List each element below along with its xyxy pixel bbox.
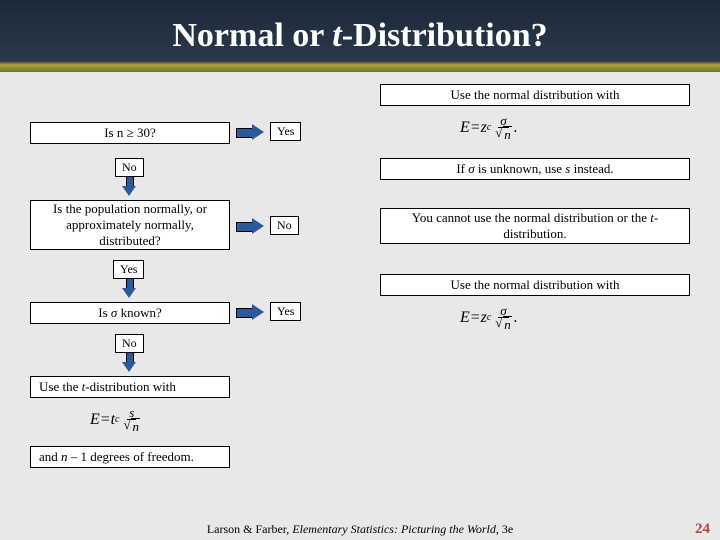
result-cannot-use: You cannot use the normal distribution o… [380, 208, 690, 244]
result-use-normal-2: Use the normal distribution with [380, 274, 690, 296]
formula-normal-2: E = zc σn . [460, 304, 518, 331]
question-sigma-known: Is σ known? [30, 302, 230, 324]
question-population-normal: Is the population normally, or approxima… [30, 200, 230, 250]
result-use-normal-1: Use the normal distribution with [380, 84, 690, 106]
note-sigma-unknown: If σ is unknown, use s instead. [380, 158, 690, 180]
label-yes-2: Yes [113, 260, 144, 279]
page-number: 24 [695, 521, 710, 538]
arrow-right-icon [236, 218, 266, 234]
label-yes-1: Yes [270, 122, 301, 141]
note-degrees-freedom: and n – 1 degrees of freedom. [30, 446, 230, 468]
arrow-down-icon [122, 176, 136, 196]
arrow-right-icon [236, 124, 266, 140]
label-no-3: No [115, 334, 144, 353]
arrow-right-icon [236, 304, 266, 320]
slide-header: Normal or t-Distribution? [0, 0, 720, 72]
arrow-down-icon [122, 352, 136, 372]
label-no-1: No [115, 158, 144, 177]
question-n-ge-30: Is n ≥ 30? [30, 122, 230, 144]
formula-t: E = tc sn [90, 406, 142, 433]
formula-normal-1: E = zc σn . [460, 114, 518, 141]
slide-footer: Larson & Farber, Elementary Statistics: … [0, 518, 720, 540]
label-no-2: No [270, 216, 299, 235]
result-use-t: Use the t-distribution with [30, 376, 230, 398]
flowchart: Use the normal distribution with Is n ≥ … [0, 72, 720, 502]
slide-title: Normal or t-Distribution? [172, 17, 547, 55]
arrow-down-icon [122, 278, 136, 298]
label-yes-3: Yes [270, 302, 301, 321]
